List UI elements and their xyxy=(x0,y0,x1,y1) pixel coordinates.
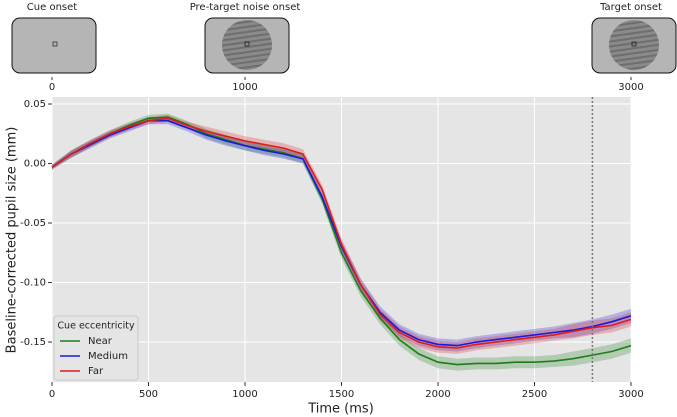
y-axis-label: Baseline-corrected pupil size (mm) xyxy=(5,127,20,354)
y-tick-label: -0.10 xyxy=(20,278,46,289)
y-tick-label: -0.05 xyxy=(20,218,46,229)
event-label: Cue onset xyxy=(27,2,77,13)
legend-label: Medium xyxy=(88,351,128,362)
stimulus-panels xyxy=(11,17,677,74)
y-tick-label: 0.00 xyxy=(24,159,46,170)
target-box xyxy=(631,41,637,47)
x-tick-label: 2500 xyxy=(522,389,547,400)
noise-box xyxy=(244,41,250,47)
event-label: Pre-target noise onset xyxy=(190,2,301,13)
event-label: Target onset xyxy=(599,2,662,13)
legend-title: Cue eccentricity xyxy=(57,321,135,332)
series-line xyxy=(51,116,632,366)
event-tick-label: 3000 xyxy=(618,82,643,93)
cue-box xyxy=(52,41,58,47)
legend-label: Far xyxy=(88,366,104,377)
confidence-band xyxy=(52,117,631,352)
noise-disc xyxy=(222,20,272,70)
event-tick-label: 1000 xyxy=(232,82,257,93)
target-disc xyxy=(609,20,659,70)
legend: Cue eccentricity Near Medium Far xyxy=(53,315,139,381)
x-tick-label: 2000 xyxy=(425,389,450,400)
legend-box xyxy=(53,315,139,381)
x-tick-label: 1500 xyxy=(329,389,354,400)
cue-panel xyxy=(11,17,97,74)
y-tick-label: -0.15 xyxy=(20,337,46,348)
event-tick-label: 0 xyxy=(49,82,55,93)
y-tick-label: 0.05 xyxy=(24,99,46,110)
series-line xyxy=(51,117,632,349)
x-tick-label: 1000 xyxy=(232,389,257,400)
x-tick-label: 500 xyxy=(139,389,158,400)
x-axis-label: Time (ms) xyxy=(307,402,374,417)
legend-label: Near xyxy=(88,336,113,347)
x-tick-label: 0 xyxy=(49,389,55,400)
x-tick-label: 3000 xyxy=(618,389,643,400)
